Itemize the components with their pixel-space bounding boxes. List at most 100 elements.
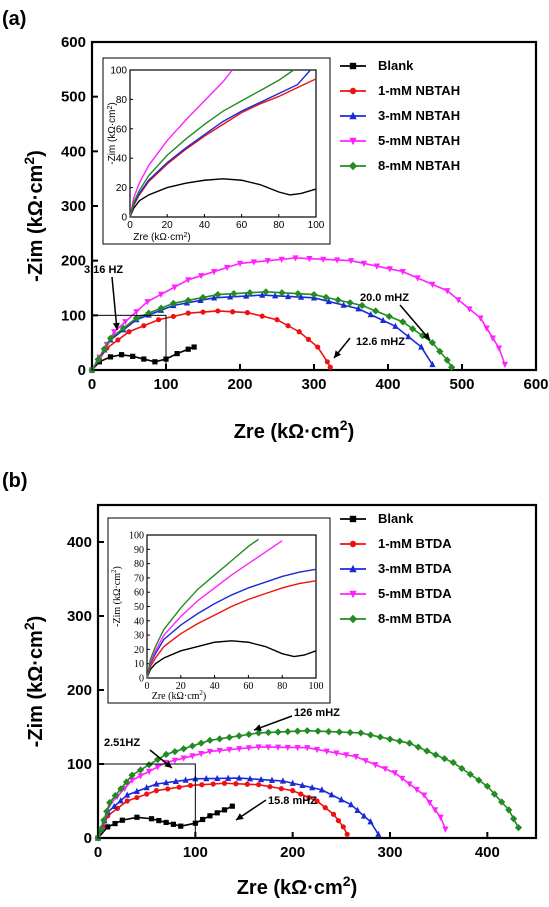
data-point [423,747,431,755]
data-point [418,343,425,350]
zoom-box [91,314,167,371]
data-point [170,313,176,320]
data-point [386,735,394,743]
data-point [367,311,374,318]
inset-y-tick-label: 40 [134,616,144,627]
data-point [144,299,151,306]
data-point [414,743,422,751]
x-tick-label: 0 [88,376,96,393]
data-point [189,753,196,760]
data-point [97,825,105,833]
inset-series-4 [146,538,259,679]
data-point [200,816,206,823]
data-point [431,807,439,814]
data-point [290,788,296,794]
data-point [124,791,131,798]
data-point [203,775,210,782]
data-point [103,807,111,815]
inset-y-tick-label: 100 [129,531,144,542]
data-point [274,728,282,736]
inset-x-axis-title: Zre (kΩ·cm2) [133,232,191,244]
data-point [214,810,220,816]
data-point [490,790,499,798]
legend-label: 5-mM NBTAH [378,133,460,148]
data-point [132,314,140,322]
legend-label: 1-mM BTDA [378,536,452,551]
data-point [372,307,380,315]
y-tick-label: 300 [61,198,86,215]
data-point [230,290,238,298]
data-point [137,773,144,780]
data-point [197,739,205,747]
data-point [449,758,457,767]
data-point [306,794,312,801]
data-point [505,806,513,814]
data-point [352,754,360,761]
data-point [128,771,136,779]
data-point [314,727,322,735]
data-point [372,762,379,769]
annotation-arrow [111,276,118,331]
legend-label: 5-mM BTDA [378,586,452,601]
data-point [293,727,302,735]
data-point [256,782,262,788]
data-point [310,290,318,299]
y-tick-label: 500 [61,89,86,106]
data-point [355,305,362,312]
data-point [233,781,239,787]
series-line [91,291,453,371]
y-tick-label: 100 [67,756,92,773]
legend-marker [349,87,357,95]
data-point [448,363,456,371]
data-point [420,792,428,799]
y-tick-label: 0 [78,362,86,379]
data-point [229,803,235,809]
inset-x-tick-label: 60 [243,681,253,692]
inset-y-tick-label: 80 [134,559,144,570]
inset-y-tick-label: 0 [121,213,127,224]
data-point [145,761,153,769]
inset-series-3 [146,540,283,679]
series-4 [88,288,456,374]
annotation-arrowhead [112,322,120,330]
data-point [289,779,296,786]
annotation-arrowhead [236,813,244,820]
data-point [330,811,337,817]
data-point [495,345,503,352]
x-tick-label: 0 [94,844,102,861]
data-point [216,747,223,755]
data-point [498,798,506,806]
data-point [119,352,125,358]
data-point [426,799,433,807]
data-point [442,826,449,833]
x-axis-title: Zre (kΩ·cm2) [237,873,358,899]
data-point [333,750,340,757]
data-point [514,824,523,832]
inset-x-tick-label: 20 [176,681,186,692]
inset-x-tick-label: 40 [199,220,211,231]
data-point [134,794,140,801]
data-point [455,297,462,304]
data-point [163,819,169,826]
y-axis-title: -Zim (kΩ·cm2) [21,616,47,748]
data-point [324,359,330,365]
data-point [399,318,407,326]
x-tick-label: 400 [375,376,400,393]
data-point [325,727,333,736]
data-point [243,292,250,299]
data-point [437,814,444,821]
data-point [206,748,214,756]
data-point [279,777,287,784]
inset-x-tick-label: 20 [162,220,174,231]
data-point [245,730,253,738]
data-point [386,266,393,273]
data-point [221,780,228,786]
data-point [304,745,311,752]
data-point [198,751,205,758]
data-point [436,347,444,356]
data-point [124,798,130,804]
data-point [236,260,244,267]
